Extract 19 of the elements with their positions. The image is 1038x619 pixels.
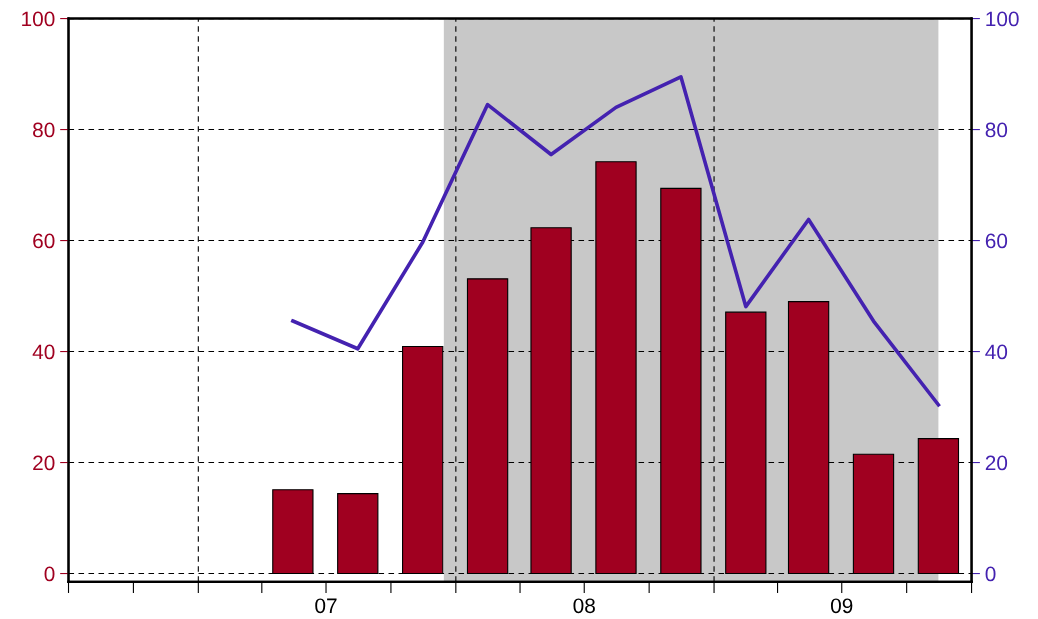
bar [852,453,895,575]
y2-tick-label: 60 [985,233,1008,249]
y2-tick-label: 0 [985,566,996,582]
y2-tick-label: 80 [985,122,1008,138]
y-tick-label: 80 [33,122,55,138]
y-tick-label: 100 [22,11,55,27]
y2-tick-label: 20 [985,455,1008,471]
y2-tick-label: 40 [985,344,1008,360]
bar [917,438,960,575]
x-tick-label: 08 [573,598,595,614]
y-tick-label: 60 [33,233,55,249]
bar [787,301,830,575]
y2-tick-label: 100 [986,11,1019,27]
line-series [291,75,941,407]
y-tick-label: 40 [32,344,55,360]
y-tick-label: 20 [33,455,55,471]
x-tick-label: 07 [315,598,337,614]
x-tick-label: 09 [830,598,853,614]
y-tick-label: 0 [44,566,55,582]
